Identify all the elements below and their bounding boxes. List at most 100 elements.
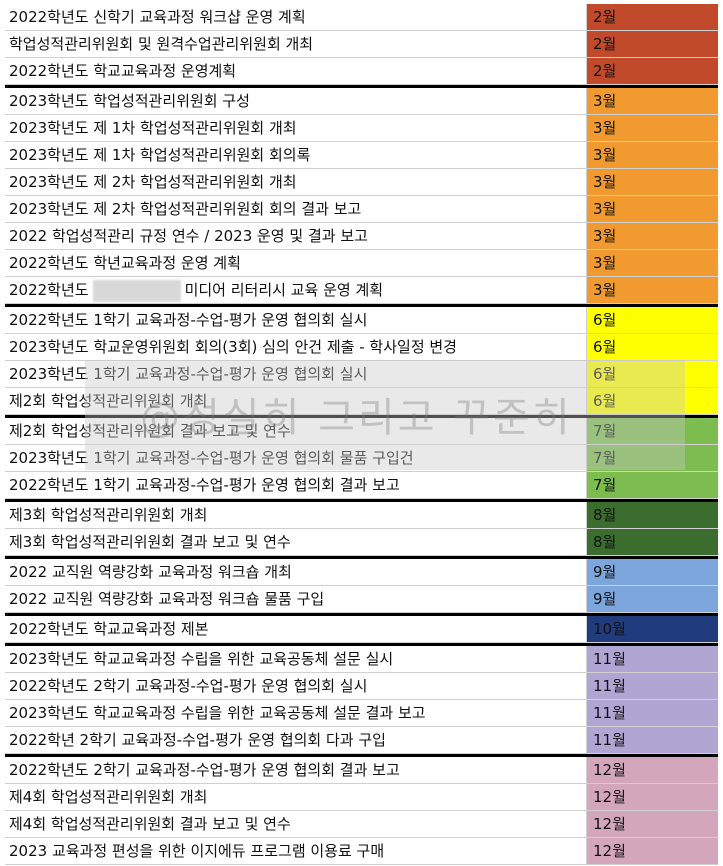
item-cell: 제4회 학업성적관리위원회 결과 보고 및 연수 xyxy=(5,811,587,837)
item-cell: 제2회 학업성적관리위원회 결과 보고 및 연수 xyxy=(5,418,587,444)
item-cell: 2023학년도 제 1차 학업성적관리위원회 개최 xyxy=(5,115,587,141)
item-cell: 2022 교직원 역량강화 교육과정 워크숍 물품 구입 xyxy=(5,586,587,612)
month-cell: 7월 xyxy=(587,418,718,444)
item-cell: 2022학년도 신학기 교육과정 워크샵 운영 계획 xyxy=(5,4,587,30)
month-cell: 3월 xyxy=(587,223,718,249)
row: 2023학년도 1학기 교육과정-수업-평가 운영 협의회 실시 6월 xyxy=(5,361,718,388)
month-group: 2022학년도 2학기 교육과정-수업-평가 운영 협의회 결과 보고 12월 제4… xyxy=(5,757,718,865)
row: 2022 교직원 역량강화 교육과정 워크숍 물품 구입 9월 xyxy=(5,586,718,613)
item-cell: 제4회 학업성적관리위원회 개최 xyxy=(5,784,587,810)
row: 2022학년도 1학기 교육과정-수업-평가 운영 협의회 결과 보고 7월 xyxy=(5,472,718,499)
month-cell: 3월 xyxy=(587,169,718,195)
month-cell: 8월 xyxy=(587,502,718,528)
month-cell: 12월 xyxy=(587,757,718,783)
item-cell: 2022학년도 학교교육과정 제본 xyxy=(5,616,587,642)
item-cell: 2022학년도 1학기 교육과정-수업-평가 운영 협의회 결과 보고 xyxy=(5,472,587,498)
item-cell: 2023학년도 제 2차 학업성적관리위원회 개최 xyxy=(5,169,587,195)
month-cell: 3월 xyxy=(587,115,718,141)
item-cell: 2022학년 2학기 교육과정-수업-평가 운영 협의회 다과 구입 xyxy=(5,727,587,753)
row: 2023학년도 제 1차 학업성적관리위원회 개최 3월 xyxy=(5,115,718,142)
row: 2023학년도 학교교육과정 수립을 위한 교육공동체 설문 실시 11월 xyxy=(5,646,718,673)
month-cell: 9월 xyxy=(587,559,718,585)
month-cell: 2월 xyxy=(587,4,718,30)
redacted xyxy=(92,279,181,302)
item-cell: 2023학년도 제 2차 학업성적관리위원회 회의 결과 보고 xyxy=(5,196,587,222)
item-cell: 2022학년도 2학기 교육과정-수업-평가 운영 협의회 결과 보고 xyxy=(5,757,587,783)
month-cell: 3월 xyxy=(587,277,718,303)
row: 2022학년도 학년교육과정 운영 계획 3월 xyxy=(5,250,718,277)
month-cell: 3월 xyxy=(587,142,718,168)
row: 2023학년도 학교교육과정 수립을 위한 교육공동체 설문 결과 보고 11월 xyxy=(5,700,718,727)
schedule-table: 2022학년도 신학기 교육과정 워크샵 운영 계획 2월 학업성적관리위원회 및 … xyxy=(5,4,718,865)
month-cell: 7월 xyxy=(587,472,718,498)
item-text: 미디어 리터리시 교육 운영 계획 xyxy=(184,281,384,299)
watermark-box xyxy=(85,360,685,470)
month-cell: 3월 xyxy=(587,250,718,276)
row: 2022 학업성적관리 규정 연수 / 2023 운영 및 결과 보고 3월 xyxy=(5,223,718,250)
month-cell: 11월 xyxy=(587,727,718,753)
month-group: 제2회 학업성적관리위원회 결과 보고 및 연수 7월 2023학년도 1학기 교육… xyxy=(5,418,718,502)
row: 제2회 학업성적관리위원회 개최 6월 xyxy=(5,388,718,415)
row: 2022학년도 신학기 교육과정 워크샵 운영 계획 2월 xyxy=(5,4,718,31)
item-cell: 2022학년도 학년교육과정 운영 계획 xyxy=(5,250,587,276)
watermark: @성실히 그리고 꾸준히 xyxy=(140,395,573,441)
row: 2022학년 2학기 교육과정-수업-평가 운영 협의회 다과 구입 11월 xyxy=(5,727,718,754)
month-cell: 12월 xyxy=(587,811,718,837)
item-cell: 제2회 학업성적관리위원회 개최 xyxy=(5,388,587,414)
row: 2022학년도 2학기 교육과정-수업-평가 운영 협의회 실시 11월 xyxy=(5,673,718,700)
month-cell: 6월 xyxy=(587,307,718,333)
month-cell: 11월 xyxy=(587,700,718,726)
item-cell: 2023학년도 학업성적관리위원회 구성 xyxy=(5,88,587,114)
item-cell: 제3회 학업성적관리위원회 결과 보고 및 연수 xyxy=(5,529,587,555)
month-cell: 12월 xyxy=(587,838,718,864)
item-cell: 2023학년도 학교교육과정 수립을 위한 교육공동체 설문 결과 보고 xyxy=(5,700,587,726)
month-cell: 6월 xyxy=(587,361,718,387)
month-cell: 9월 xyxy=(587,586,718,612)
row: 2023학년도 제 1차 학업성적관리위원회 회의록 3월 xyxy=(5,142,718,169)
row: 제4회 학업성적관리위원회 개최 12월 xyxy=(5,784,718,811)
month-group: 2022학년도 1학기 교육과정-수업-평가 운영 협의회 실시 6월 2023학년… xyxy=(5,307,718,418)
item-cell: 2023학년도 학교운영위원회 회의(3회) 심의 안건 제출 - 학사일정 변… xyxy=(5,334,587,360)
month-cell: 6월 xyxy=(587,334,718,360)
month-group: 제3회 학업성적관리위원회 개최 8월 제3회 학업성적관리위원회 결과 보고 및 … xyxy=(5,502,718,559)
item-text: 2022학년도 xyxy=(9,281,89,299)
month-cell: 12월 xyxy=(587,784,718,810)
item-cell: 2022학년도 학교교육과정 운영계획 xyxy=(5,58,587,84)
item-cell: 2022학년도 2학기 교육과정-수업-평가 운영 협의회 실시 xyxy=(5,673,587,699)
item-cell: 2022학년도 미디어 리터리시 교육 운영 계획 xyxy=(5,277,587,303)
row: 2023학년도 학교운영위원회 회의(3회) 심의 안건 제출 - 학사일정 변… xyxy=(5,334,718,361)
item-cell: 2023학년도 1학기 교육과정-수업-평가 운영 협의회 물품 구입건 xyxy=(5,445,587,471)
row: 제3회 학업성적관리위원회 결과 보고 및 연수 8월 xyxy=(5,529,718,556)
month-group: 2022 교직원 역량강화 교육과정 워크숍 개최 9월 2022 교직원 역량강화… xyxy=(5,559,718,616)
row: 2023학년도 1학기 교육과정-수업-평가 운영 협의회 물품 구입건 7월 xyxy=(5,445,718,472)
row: 2023학년도 제 2차 학업성적관리위원회 개최 3월 xyxy=(5,169,718,196)
item-cell: 2022 학업성적관리 규정 연수 / 2023 운영 및 결과 보고 xyxy=(5,223,587,249)
row: 2023학년도 학업성적관리위원회 구성 3월 xyxy=(5,88,718,115)
row: 제3회 학업성적관리위원회 개최 8월 xyxy=(5,502,718,529)
item-cell: 제3회 학업성적관리위원회 개최 xyxy=(5,502,587,528)
row: 2023학년도 제 2차 학업성적관리위원회 회의 결과 보고 3월 xyxy=(5,196,718,223)
month-cell: 11월 xyxy=(587,673,718,699)
item-cell: 2023학년도 1학기 교육과정-수업-평가 운영 협의회 실시 xyxy=(5,361,587,387)
month-cell: 2월 xyxy=(587,58,718,84)
item-cell: 2022학년도 1학기 교육과정-수업-평가 운영 협의회 실시 xyxy=(5,307,587,333)
month-group: 2023학년도 학교교육과정 수립을 위한 교육공동체 설문 실시 11월 2022… xyxy=(5,646,718,757)
item-cell: 2022 교직원 역량강화 교육과정 워크숍 개최 xyxy=(5,559,587,585)
row: 2022학년도 미디어 리터리시 교육 운영 계획 3월 xyxy=(5,277,718,304)
row: 학업성적관리위원회 및 원격수업관리위원회 개최 2월 xyxy=(5,31,718,58)
month-cell: 11월 xyxy=(587,646,718,672)
row: 2022학년도 1학기 교육과정-수업-평가 운영 협의회 실시 6월 xyxy=(5,307,718,334)
month-cell: 10월 xyxy=(587,616,718,642)
row: 2022학년도 학교교육과정 제본 10월 xyxy=(5,616,718,643)
month-cell: 2월 xyxy=(587,31,718,57)
month-cell: 7월 xyxy=(587,445,718,471)
month-cell: 8월 xyxy=(587,529,718,555)
row: 2022학년도 학교교육과정 운영계획 2월 xyxy=(5,58,718,85)
row: 제4회 학업성적관리위원회 결과 보고 및 연수 12월 xyxy=(5,811,718,838)
month-cell: 3월 xyxy=(587,88,718,114)
month-cell: 3월 xyxy=(587,196,718,222)
row: 제2회 학업성적관리위원회 결과 보고 및 연수 7월 xyxy=(5,418,718,445)
item-cell: 학업성적관리위원회 및 원격수업관리위원회 개최 xyxy=(5,31,587,57)
item-cell: 2023학년도 학교교육과정 수립을 위한 교육공동체 설문 실시 xyxy=(5,646,587,672)
